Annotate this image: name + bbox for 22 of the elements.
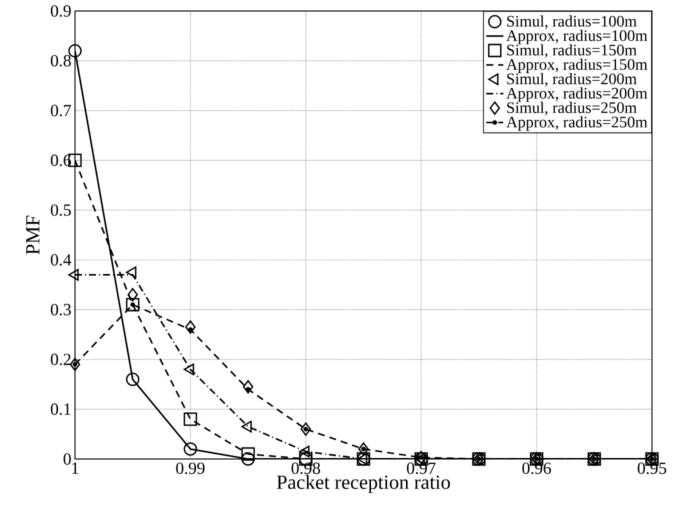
y-tick-label: 0: [64, 453, 71, 465]
y-tick-label: 0.9: [50, 5, 71, 17]
legend-label: Approx, radius=250m: [506, 116, 648, 131]
legend-label: Approx, radius=100m: [506, 30, 648, 44]
x-axis-title: Packet reception ratio: [276, 474, 450, 494]
legend-label: Simul, radius=100m: [507, 15, 637, 29]
y-tick-label: 0.8: [50, 55, 71, 67]
x-tick-label: 1: [72, 462, 78, 474]
legend-label: Simul, radius=200m: [507, 73, 637, 87]
y-tick-label: 0.3: [50, 304, 71, 316]
legend-label: Simul, radius=150m: [507, 44, 637, 58]
x-tick-label: 0.98: [292, 462, 320, 474]
legend-label: Approx, radius=200m: [506, 87, 648, 102]
legend-label: Simul, radius=250m: [507, 102, 637, 116]
x-tick-label: 0.99: [176, 462, 205, 474]
y-tick-label: 0.7: [50, 104, 71, 116]
y-tick-label: 0.1: [50, 403, 70, 415]
legend-label: Approx, radius=150m: [506, 58, 648, 74]
y-tick-label: 0.2: [50, 354, 71, 366]
y-tick-label: 0.4: [50, 254, 72, 266]
y-tick-label: 0.5: [50, 204, 71, 216]
y-axis-title: PMF: [26, 216, 40, 254]
